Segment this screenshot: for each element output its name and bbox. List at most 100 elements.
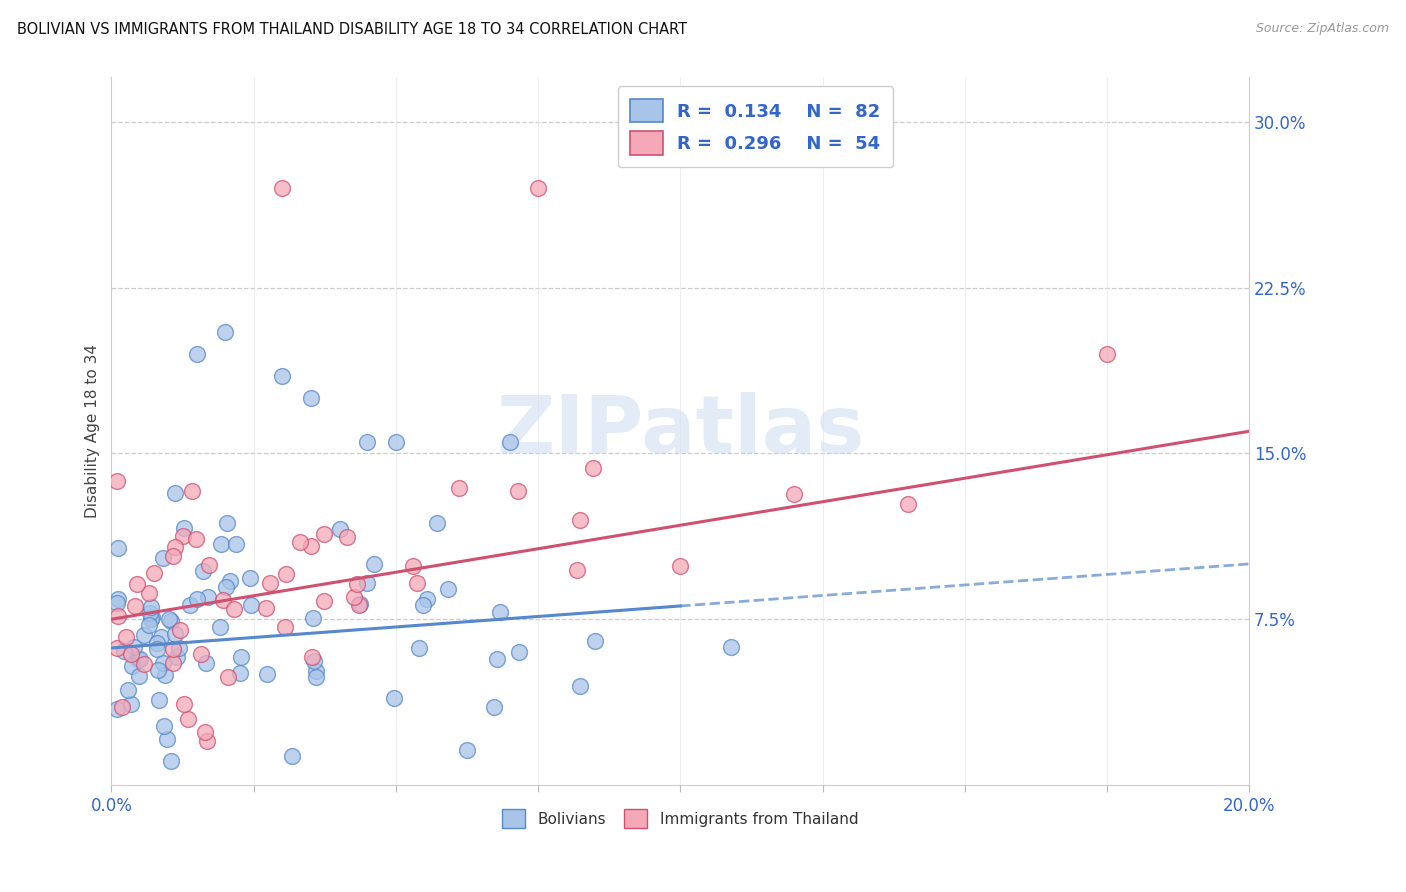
Point bbox=[408, 641, 430, 656]
Point bbox=[482, 699, 505, 714]
Point bbox=[346, 577, 368, 591]
Point bbox=[166, 650, 188, 665]
Point bbox=[508, 644, 530, 658]
Point bbox=[229, 649, 252, 664]
Point bbox=[456, 743, 478, 757]
Point bbox=[186, 347, 208, 361]
Point bbox=[209, 537, 232, 551]
Point bbox=[224, 601, 246, 615]
Point bbox=[194, 657, 217, 671]
Point bbox=[274, 620, 297, 634]
Point bbox=[254, 601, 277, 615]
Point bbox=[105, 596, 128, 610]
Point bbox=[356, 435, 378, 450]
Point bbox=[162, 656, 184, 670]
Point bbox=[217, 669, 239, 683]
Point bbox=[363, 557, 385, 571]
Point bbox=[214, 580, 236, 594]
Point bbox=[148, 693, 170, 707]
Point bbox=[152, 551, 174, 566]
Point bbox=[271, 181, 294, 195]
Point bbox=[412, 598, 434, 612]
Point bbox=[569, 679, 592, 693]
Point bbox=[336, 530, 359, 544]
Point bbox=[290, 535, 312, 549]
Point bbox=[186, 532, 208, 546]
Point bbox=[125, 576, 148, 591]
Point bbox=[1095, 347, 1118, 361]
Point bbox=[312, 527, 335, 541]
Point bbox=[132, 628, 155, 642]
Point bbox=[120, 647, 142, 661]
Point bbox=[583, 634, 606, 648]
Point bbox=[259, 575, 281, 590]
Point bbox=[527, 181, 550, 195]
Point bbox=[669, 558, 692, 573]
Point bbox=[139, 600, 162, 615]
Point bbox=[179, 599, 201, 613]
Point bbox=[356, 576, 378, 591]
Point bbox=[305, 665, 328, 679]
Point bbox=[105, 702, 128, 716]
Point bbox=[162, 641, 184, 656]
Point bbox=[565, 563, 588, 577]
Point bbox=[142, 566, 165, 581]
Point bbox=[195, 733, 218, 747]
Point bbox=[385, 435, 408, 450]
Point bbox=[485, 652, 508, 666]
Point bbox=[156, 732, 179, 747]
Point bbox=[173, 697, 195, 711]
Point bbox=[343, 590, 366, 604]
Y-axis label: Disability Age 18 to 34: Disability Age 18 to 34 bbox=[86, 344, 100, 518]
Point bbox=[447, 481, 470, 495]
Point bbox=[159, 755, 181, 769]
Point bbox=[146, 642, 169, 657]
Point bbox=[256, 666, 278, 681]
Legend: Bolivians, Immigrants from Thailand: Bolivians, Immigrants from Thailand bbox=[496, 803, 865, 834]
Text: BOLIVIAN VS IMMIGRANTS FROM THAILAND DISABILITY AGE 18 TO 34 CORRELATION CHART: BOLIVIAN VS IMMIGRANTS FROM THAILAND DIS… bbox=[17, 22, 688, 37]
Point bbox=[299, 391, 322, 405]
Point bbox=[172, 529, 194, 543]
Point bbox=[162, 549, 184, 563]
Point bbox=[582, 461, 605, 475]
Point bbox=[163, 627, 186, 641]
Point bbox=[159, 615, 181, 629]
Point bbox=[134, 657, 156, 671]
Point bbox=[568, 513, 591, 527]
Point bbox=[111, 699, 134, 714]
Point bbox=[437, 582, 460, 596]
Point bbox=[349, 597, 371, 611]
Point bbox=[120, 697, 142, 711]
Text: Source: ZipAtlas.com: Source: ZipAtlas.com bbox=[1256, 22, 1389, 36]
Point bbox=[138, 586, 160, 600]
Point bbox=[190, 648, 212, 662]
Point bbox=[155, 668, 177, 682]
Point bbox=[218, 574, 240, 588]
Point bbox=[239, 571, 262, 585]
Point bbox=[141, 610, 163, 624]
Point bbox=[186, 592, 208, 607]
Point bbox=[197, 590, 219, 604]
Point bbox=[194, 724, 217, 739]
Point bbox=[240, 598, 263, 612]
Point bbox=[301, 650, 323, 665]
Point bbox=[215, 516, 238, 530]
Point bbox=[181, 484, 204, 499]
Point bbox=[191, 564, 214, 578]
Point bbox=[720, 640, 742, 654]
Point bbox=[107, 591, 129, 606]
Point bbox=[107, 541, 129, 555]
Point bbox=[314, 593, 336, 607]
Point bbox=[146, 636, 169, 650]
Point bbox=[401, 559, 423, 574]
Point bbox=[225, 536, 247, 550]
Point bbox=[149, 630, 172, 644]
Point bbox=[229, 665, 252, 680]
Point bbox=[107, 608, 129, 623]
Point bbox=[169, 623, 191, 637]
Point bbox=[208, 620, 231, 634]
Point bbox=[141, 612, 163, 626]
Point bbox=[382, 690, 405, 705]
Point bbox=[152, 656, 174, 670]
Point bbox=[129, 651, 152, 665]
